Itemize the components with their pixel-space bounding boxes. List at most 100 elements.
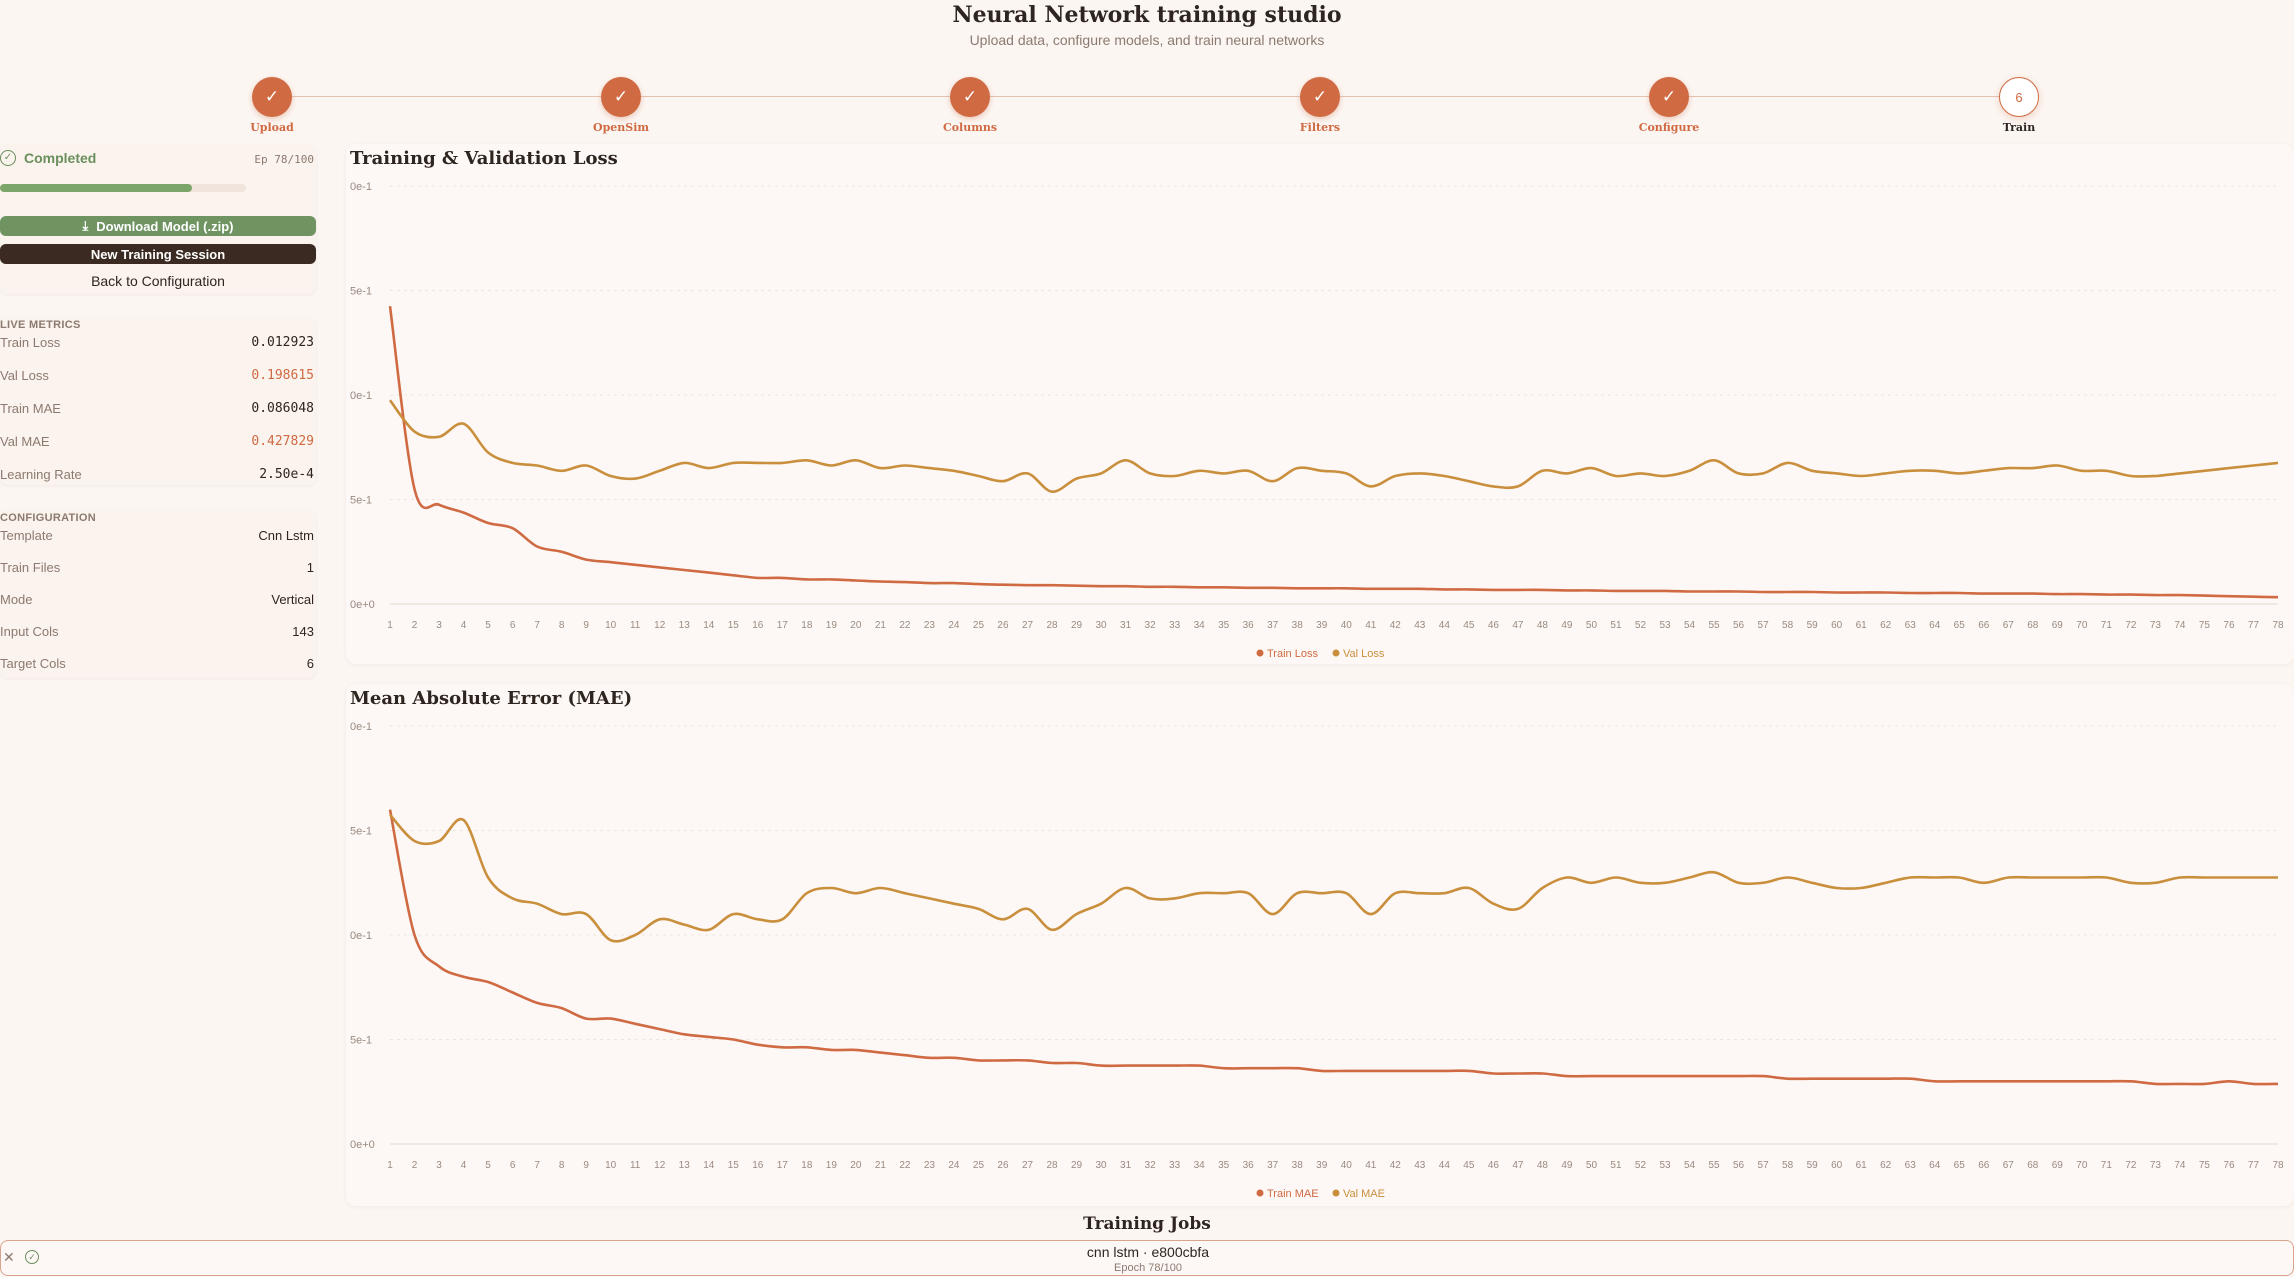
x-tick-label: 75 — [2199, 620, 2211, 631]
step-train[interactable]: 6 Train — [1959, 77, 2079, 134]
x-tick-label: 28 — [1046, 620, 1058, 631]
x-tick-label: 9 — [583, 620, 589, 631]
series-line — [389, 813, 2278, 943]
x-tick-label: 27 — [1022, 1160, 1034, 1171]
x-tick-label: 71 — [2101, 1160, 2113, 1171]
x-tick-label: 11 — [630, 620, 641, 631]
step-label: Columns — [942, 121, 998, 134]
back-to-configuration-button[interactable]: Back to Configuration — [91, 273, 225, 289]
jobs-title: Training Jobs — [1083, 1214, 1211, 1234]
step-configure[interactable]: ✓ Configure — [1609, 77, 1729, 134]
x-tick-label: 46 — [1488, 1160, 1500, 1171]
x-tick-label: 13 — [679, 620, 691, 631]
x-tick-label: 31 — [1120, 1160, 1132, 1171]
x-tick-label: 41 — [1365, 1160, 1377, 1171]
x-tick-label: 60 — [1831, 1160, 1843, 1171]
close-icon[interactable]: ✕ — [3, 1249, 15, 1265]
x-tick-label: 12 — [654, 620, 666, 631]
training-jobs-section: Training Jobs ✕ ✓ cnn lstm · e800cbfa Ep… — [0, 1208, 2294, 1277]
section-title: LIVE METRICS — [0, 319, 81, 331]
series-line — [388, 809, 2279, 1086]
x-tick-label: 11 — [630, 1160, 641, 1171]
check-circle-icon: ✓ — [25, 1250, 39, 1264]
x-tick-label: 36 — [1243, 620, 1255, 631]
x-tick-label: 54 — [1684, 620, 1696, 631]
stepper-track — [272, 96, 2019, 97]
x-tick-label: 66 — [1978, 620, 1990, 631]
x-tick-label: 60 — [1831, 620, 1843, 631]
legend-label: Val Loss — [1343, 648, 1385, 660]
x-tick-label: 48 — [1537, 1160, 1549, 1171]
step-opensim[interactable]: ✓ OpenSim — [561, 77, 681, 134]
x-tick-label: 40 — [1341, 620, 1353, 631]
x-tick-label: 18 — [801, 620, 813, 631]
metric-key: Val MAE — [0, 434, 50, 449]
y-tick-label: 5e-1 — [350, 1035, 372, 1047]
x-tick-label: 14 — [703, 1160, 715, 1171]
x-tick-label: 63 — [1905, 620, 1917, 631]
check-icon: ✓ — [601, 77, 641, 117]
y-tick-label: 0e-1 — [350, 721, 372, 733]
x-tick-label: 7 — [534, 620, 540, 631]
x-tick-label: 2 — [412, 620, 418, 631]
legend-label: Train MAE — [1267, 1188, 1319, 1200]
x-tick-label: 15 — [728, 1160, 740, 1171]
metric-row: Train MAE 0.086048 — [0, 401, 314, 421]
x-tick-label: 44 — [1439, 620, 1451, 631]
download-model-button[interactable]: ⤓ Download Model (.zip) — [0, 216, 316, 236]
x-tick-label: 32 — [1145, 620, 1157, 631]
x-tick-label: 30 — [1096, 620, 1108, 631]
x-tick-label: 48 — [1537, 620, 1549, 631]
x-tick-label: 39 — [1316, 620, 1328, 631]
config-row: Mode Vertical — [0, 592, 314, 612]
x-tick-label: 34 — [1194, 1160, 1206, 1171]
metric-value: 0.198615 — [251, 368, 314, 383]
config-value: Vertical — [271, 592, 314, 607]
x-tick-label: 24 — [948, 1160, 960, 1171]
step-upload[interactable]: ✓ Upload — [212, 77, 332, 134]
metric-row: Train Loss 0.012923 — [0, 335, 314, 355]
x-tick-label: 25 — [973, 1160, 985, 1171]
x-tick-label: 42 — [1390, 620, 1402, 631]
job-row[interactable]: ✕ ✓ cnn lstm · e800cbfa Epoch 78/100 — [0, 1240, 2294, 1276]
x-tick-label: 16 — [752, 620, 764, 631]
config-value: Cnn Lstm — [258, 528, 314, 543]
config-key: Target Cols — [0, 656, 66, 671]
x-tick-label: 3 — [436, 620, 442, 631]
x-tick-label: 70 — [2076, 1160, 2088, 1171]
step-label: Train — [2002, 121, 2036, 134]
x-tick-label: 22 — [899, 620, 911, 631]
x-tick-label: 1 — [387, 1160, 393, 1171]
x-tick-label: 8 — [559, 620, 565, 631]
x-tick-label: 68 — [2027, 1160, 2039, 1171]
x-tick-label: 17 — [777, 1160, 789, 1171]
section-title: CONFIGURATION — [0, 512, 96, 524]
x-tick-label: 56 — [1733, 620, 1745, 631]
x-tick-label: 49 — [1561, 620, 1573, 631]
x-tick-label: 13 — [679, 1160, 691, 1171]
x-tick-label: 59 — [1807, 1160, 1819, 1171]
x-tick-label: 3 — [436, 1160, 442, 1171]
status-row: ✓ Completed Ep 78/100 — [0, 148, 316, 170]
x-tick-label: 5 — [485, 1160, 491, 1171]
x-tick-label: 51 — [1610, 1160, 1622, 1171]
step-columns[interactable]: ✓ Columns — [910, 77, 1030, 134]
x-tick-label: 21 — [875, 1160, 887, 1171]
progress-bar — [0, 184, 246, 192]
x-tick-label: 20 — [850, 1160, 862, 1171]
check-icon: ✓ — [252, 77, 292, 117]
x-tick-label: 16 — [752, 1160, 764, 1171]
x-tick-label: 4 — [461, 620, 467, 631]
x-tick-label: 9 — [583, 1160, 589, 1171]
legend-marker — [1332, 649, 1340, 657]
new-training-session-button[interactable]: New Training Session — [0, 244, 316, 264]
legend-label: Train Loss — [1267, 648, 1318, 660]
x-tick-label: 64 — [1929, 620, 1941, 631]
y-tick-label: 5e-1 — [350, 495, 372, 507]
x-tick-label: 26 — [997, 620, 1009, 631]
x-tick-label: 62 — [1880, 1160, 1892, 1171]
step-filters[interactable]: ✓ Filters — [1260, 77, 1380, 134]
x-tick-label: 54 — [1684, 1160, 1696, 1171]
y-tick-label: 5e-1 — [350, 286, 372, 298]
metric-key: Learning Rate — [0, 467, 82, 482]
